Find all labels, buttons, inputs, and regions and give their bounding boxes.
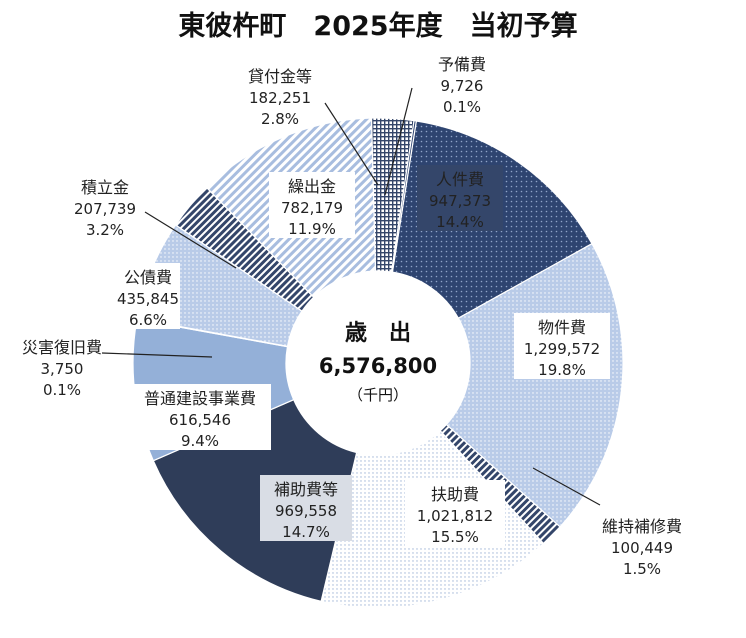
slice-label-11: 予備費 9,726 0.1%: [438, 55, 486, 116]
slice-label-0: 人件費 947,373 14.4%: [417, 165, 503, 231]
chart-title: 東彼杵町 2025年度 当初予算: [178, 10, 577, 42]
slice-label-6: 災害復旧費 3,750 0.1%: [22, 338, 102, 399]
slice-name: 人件費: [436, 170, 484, 189]
label-box: [116, 263, 180, 329]
slice-name: 繰出金: [288, 177, 336, 196]
leader-line-8: [144, 211, 237, 269]
label-box: [417, 165, 503, 231]
slice-value: 616,546: [169, 411, 231, 429]
label-box: [514, 313, 610, 379]
slice-label-2: 維持補修費 100,449 1.5%: [602, 517, 682, 578]
leader-line-2: [532, 467, 601, 506]
slice-value: 947,373: [429, 192, 491, 210]
slice-value: 435,845: [117, 290, 179, 308]
slice-percent: 11.9%: [288, 220, 336, 238]
slice-value: 1,021,812: [417, 507, 493, 525]
slice-value: 969,558: [275, 502, 337, 520]
slice-value: 182,251: [249, 89, 311, 107]
slice-percent: 3.2%: [86, 221, 124, 239]
slice-percent: 19.8%: [538, 361, 586, 379]
slice-label-9: 繰出金 782,179 11.9%: [269, 172, 355, 238]
slice-percent: 15.5%: [431, 528, 479, 546]
slice-percent: 9.4%: [181, 432, 219, 450]
donut-hole: [286, 271, 470, 455]
slice-name: 予備費: [438, 55, 486, 74]
slice-percent: 6.6%: [129, 311, 167, 329]
slice-label-10: 貸付金等 182,251 2.8%: [248, 67, 312, 128]
slice-label-8: 積立金 207,739 3.2%: [74, 178, 136, 239]
slice-label-3: 扶助費 1,021,812 15.5%: [405, 480, 505, 546]
slice-name: 維持補修費: [602, 517, 682, 536]
label-box: [129, 384, 271, 450]
slice-percent: 1.5%: [623, 560, 661, 578]
center-total: 6,576,800: [319, 354, 437, 378]
slice-value: 3,750: [41, 360, 84, 378]
slice-label-4: 補助費等 969,558 14.7%: [260, 475, 352, 541]
slice-value: 207,739: [74, 200, 136, 218]
slice-percent: 0.1%: [43, 381, 81, 399]
slice-label-5: 普通建設事業費 616,546 9.4%: [129, 384, 271, 450]
leader-line-11: [384, 87, 413, 196]
leader-lines: [101, 87, 601, 506]
slice-label-7: 公債費 435,845 6.6%: [116, 263, 180, 329]
leader-line-6: [101, 352, 213, 358]
slice-name: 貸付金等: [248, 67, 312, 86]
slice-value: 9,726: [441, 77, 484, 95]
slice-label-1: 物件費 1,299,572 19.8%: [514, 313, 610, 379]
slice-value: 782,179: [281, 199, 343, 217]
slice-name: 災害復旧費: [22, 338, 102, 357]
slice-name: 普通建設事業費: [144, 389, 256, 408]
slice-value: 100,449: [611, 539, 673, 557]
label-box: [260, 475, 352, 541]
slice-name: 積立金: [81, 178, 129, 197]
leader-line-10: [324, 102, 379, 186]
slice-name: 補助費等: [274, 480, 338, 499]
slice-name: 扶助費: [431, 485, 479, 504]
slice-value: 1,299,572: [524, 340, 600, 358]
slice-percent: 14.7%: [282, 523, 330, 541]
slice-labels: 人件費 947,373 14.4% 物件費 1,299,572 19.8% 維持補修費 100…: [22, 55, 682, 578]
center-heading: 歳 出: [345, 321, 411, 346]
slice-percent: 14.4%: [436, 213, 484, 231]
slice-name: 物件費: [538, 318, 586, 337]
slice-percent: 0.1%: [443, 98, 481, 116]
label-box: [269, 172, 355, 238]
center-unit: （千円）: [348, 386, 408, 404]
slice-name: 公債費: [124, 268, 172, 287]
label-box: [405, 480, 505, 546]
slice-percent: 2.8%: [261, 110, 299, 128]
